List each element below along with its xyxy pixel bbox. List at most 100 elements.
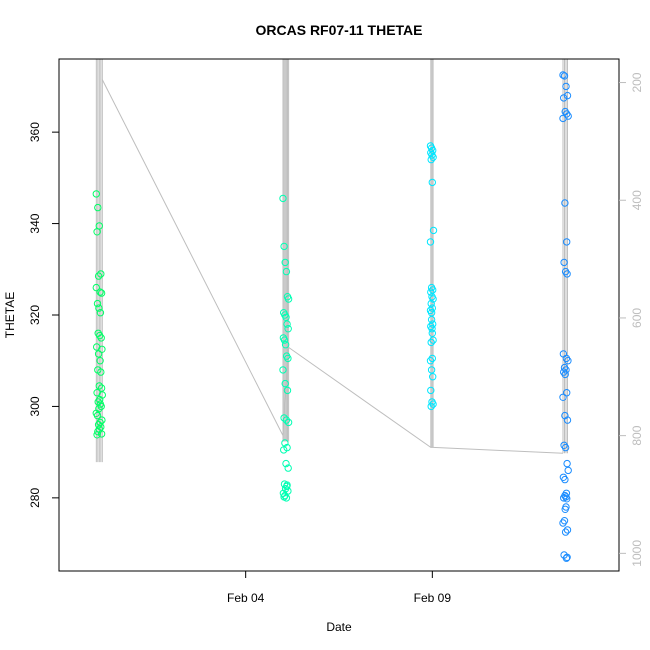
thetae-point xyxy=(428,354,436,363)
thetae-point xyxy=(92,190,101,198)
thetae-point xyxy=(284,464,292,472)
thetae-point xyxy=(92,283,101,292)
thetae-point xyxy=(284,418,293,427)
thetae-point xyxy=(280,414,288,422)
altitude-lines xyxy=(95,59,568,463)
thetae-point xyxy=(559,114,567,123)
thetae-point xyxy=(281,439,289,447)
thetae-point xyxy=(561,199,569,207)
y2-tick-label: 600 xyxy=(630,308,644,328)
thetae-point xyxy=(564,357,572,365)
y-tick-label: 320 xyxy=(28,305,42,325)
thetae-point xyxy=(559,519,567,527)
thetae-point xyxy=(94,421,103,429)
thetae-point xyxy=(96,309,105,317)
thetae-point xyxy=(427,366,436,374)
thetae-point xyxy=(97,368,105,376)
thetae-point xyxy=(96,357,104,365)
thetae-point xyxy=(427,309,436,317)
thetae-point xyxy=(281,485,290,493)
thetae-point xyxy=(563,459,571,468)
thetae-point xyxy=(429,146,437,155)
thetae-point xyxy=(93,228,101,236)
thetae-point xyxy=(280,336,289,344)
x-tick-label: Feb 09 xyxy=(414,591,452,605)
thetae-point xyxy=(429,226,438,235)
thetae-point xyxy=(281,341,290,349)
thetae-point xyxy=(428,329,436,337)
thetae-point xyxy=(280,242,288,251)
x-axis-label: Date xyxy=(326,620,352,634)
thetae-point xyxy=(97,430,106,438)
thetae-point xyxy=(280,446,288,454)
thetae-point xyxy=(94,350,103,358)
thetae-point xyxy=(279,366,287,374)
thetae-point xyxy=(427,386,435,395)
thetae-point xyxy=(429,400,437,408)
thetae-point xyxy=(559,393,567,401)
thetae-point xyxy=(426,357,435,365)
thetae-point xyxy=(427,155,435,164)
thetae-point xyxy=(563,553,571,561)
thetae-point xyxy=(562,82,570,91)
thetae-point xyxy=(284,325,292,333)
thetae-point xyxy=(282,459,290,468)
thetae-point xyxy=(559,71,567,79)
x-tick-label: Feb 04 xyxy=(227,591,265,605)
thetae-point xyxy=(94,203,102,212)
thetae-point xyxy=(97,402,105,411)
thetae-point xyxy=(93,431,101,439)
thetae-point xyxy=(284,354,292,363)
thetae-point xyxy=(563,270,571,278)
thetae-point xyxy=(560,494,568,502)
y-tick-label: 340 xyxy=(28,213,42,233)
thetae-point xyxy=(93,299,102,308)
thetae-point xyxy=(94,272,103,280)
thetae-point xyxy=(560,94,568,102)
thetae-point xyxy=(427,288,435,296)
thetae-point xyxy=(429,153,437,162)
thetae-point xyxy=(563,110,571,118)
thetae-point xyxy=(280,493,288,501)
x-axis: Feb 04 Feb 09 xyxy=(227,571,451,605)
thetae-point xyxy=(281,379,289,388)
thetae-point xyxy=(284,295,293,303)
thetae-point xyxy=(562,366,570,374)
thetae-point xyxy=(282,416,291,424)
thetae-point xyxy=(564,466,572,475)
thetae-point xyxy=(427,315,436,324)
thetae-point xyxy=(282,313,290,321)
y2-tick-label: 1000 xyxy=(630,540,644,567)
thetae-point xyxy=(96,288,104,296)
thetae-point xyxy=(428,178,436,187)
thetae-point xyxy=(95,304,103,312)
y-axis: 280 300 320 340 360 xyxy=(28,122,59,508)
thetae-point xyxy=(563,526,572,534)
thetae-point xyxy=(93,411,102,420)
data-points xyxy=(92,71,572,562)
thetae-point xyxy=(97,270,105,278)
thetae-point xyxy=(426,238,435,246)
chart-title: ORCAS RF07-11 THETAE xyxy=(256,22,423,38)
thetae-point xyxy=(428,325,436,333)
plot-frame xyxy=(58,58,620,572)
thetae-point xyxy=(563,495,571,503)
thetae-point xyxy=(427,338,435,347)
y-tick-label: 300 xyxy=(28,396,42,416)
thetae-point xyxy=(283,386,292,395)
y-axis-label: THETAE xyxy=(3,292,17,338)
thetae-point xyxy=(281,258,289,267)
thetae-point xyxy=(561,443,570,452)
thetae-point xyxy=(95,382,104,390)
thetae-point xyxy=(561,475,569,484)
thetae-point xyxy=(283,481,291,489)
thetae-point xyxy=(561,528,570,536)
thetae-point xyxy=(429,320,437,328)
thetae-point xyxy=(429,373,437,381)
altitude-ferry-line xyxy=(101,79,564,454)
thetae-point xyxy=(563,416,572,424)
thetae-point xyxy=(563,238,571,246)
thetae-point xyxy=(97,384,106,392)
thetae-point xyxy=(282,267,291,276)
